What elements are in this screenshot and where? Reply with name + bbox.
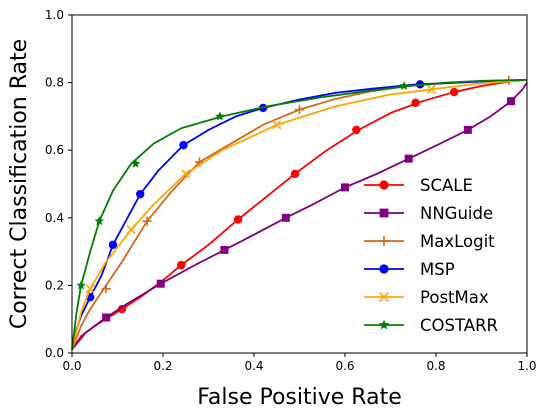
plot-frame [71,14,528,354]
x-axis-title: False Positive Rate [197,385,401,410]
series-costarr [71,79,528,350]
legend-marker [379,264,389,274]
series-layer [71,75,528,351]
data-point [181,169,191,179]
data-point [117,304,127,314]
x-tick-label: 1.0 [517,359,536,373]
y-tick-label: 1.0 [45,8,64,22]
legend-marker [379,292,389,302]
data-point [215,111,225,121]
data-point [399,80,409,91]
legend-marker [378,319,390,330]
data-point [295,105,304,115]
data-point [272,120,282,130]
x-axis: 0.0 0.2 0.4 0.6 0.8 1.0 [62,353,537,373]
data-point [404,154,413,163]
legend-marker [379,236,389,246]
data-point [233,215,243,224]
data-point [85,284,95,294]
x-tick-label: 0.8 [426,359,445,373]
y-tick-label: 0.4 [45,211,64,225]
y-axis-title: Correct Classification Rate [7,39,32,329]
y-axis: 0.0 0.2 0.4 0.6 0.8 1.0 [45,8,72,360]
data-point [463,125,472,134]
series-line [71,82,528,351]
data-point [290,169,300,179]
series-line [71,79,528,350]
legend-item-msp: MSP [364,260,455,279]
legend-item-postmax: PostMax [364,288,489,307]
y-tick-label: 0.6 [45,143,64,157]
data-point [126,225,136,235]
data-point [426,84,437,94]
y-tick-label: 0.2 [45,278,64,292]
series-line [71,79,528,350]
legend-label: COSTARR [420,316,498,335]
data-point [177,260,186,270]
y-tick-label: 0.0 [45,346,64,360]
legend-label: SCALE [420,176,473,195]
legend-item-costarr: COSTARR [364,316,498,335]
data-point [450,87,459,97]
data-point [136,189,145,199]
series-postmax [71,79,528,350]
data-point [101,284,111,294]
series-scale [71,79,528,351]
legend-marker [379,180,389,190]
data-point [94,216,105,226]
data-point [142,216,152,226]
data-point [411,98,420,108]
x-tick-label: 0.4 [244,359,263,373]
data-point [281,213,290,222]
legend-label: NNGuide [420,204,493,223]
legend-item-maxlogit: MaxLogit [364,232,495,251]
data-point [179,140,188,150]
data-point [102,313,111,322]
x-tick-label: 0.6 [335,359,354,373]
data-point [76,280,86,290]
legend-marker [379,208,389,218]
data-point [130,158,141,168]
data-point [341,183,349,192]
legend-label: MaxLogit [420,232,495,251]
y-tick-label: 0.8 [45,76,64,90]
legend-label: PostMax [420,288,489,307]
legend-item-nnguide: NNGuide [364,204,493,223]
series-line [71,79,528,351]
data-point [220,245,229,254]
x-tick-label: 0.2 [153,359,172,373]
legend: SCALE NNGuide MaxLogit MSP PostMax COSTARR [364,176,498,335]
data-point [507,97,516,106]
series-nnguide [71,82,528,351]
legend-item-scale: SCALE [364,176,473,195]
x-tick-label: 0.0 [62,359,81,373]
data-point [352,125,361,135]
data-point [108,240,118,250]
data-point [156,279,165,288]
legend-label: MSP [420,260,455,279]
